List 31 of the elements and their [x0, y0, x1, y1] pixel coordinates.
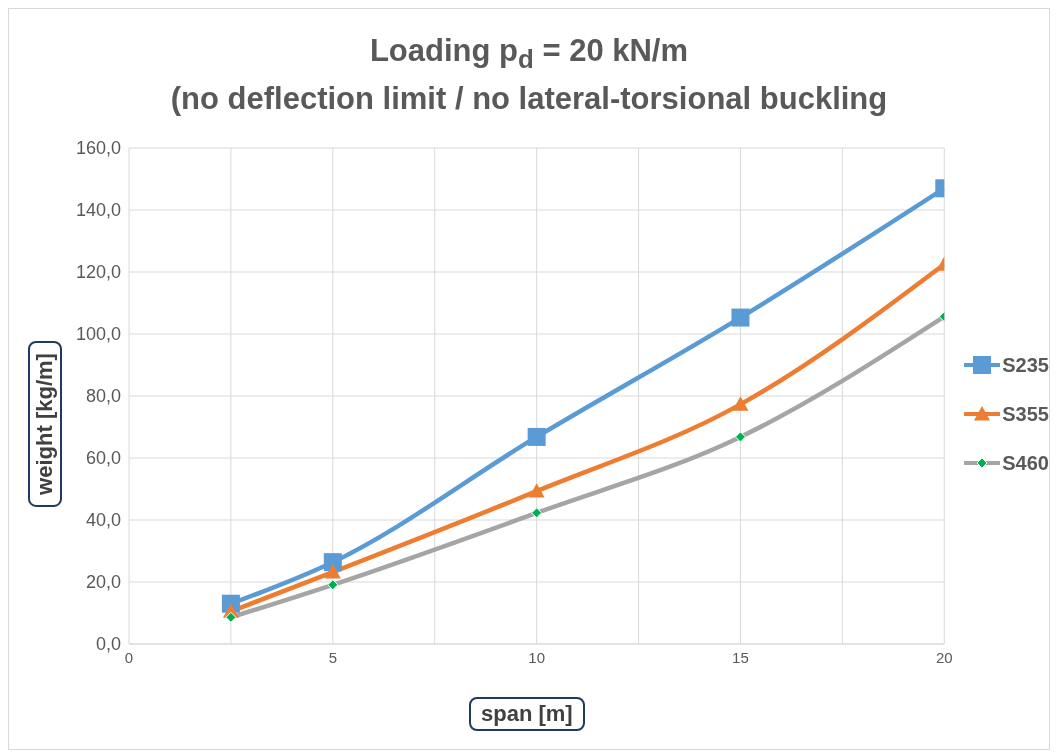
x-tick-label: 20 [935, 648, 953, 666]
y-tick-label: 60,0 [85, 448, 121, 469]
legend-label: S235 [1002, 353, 1049, 377]
point [734, 431, 746, 443]
point [323, 553, 342, 572]
point [527, 427, 546, 446]
point [731, 308, 750, 327]
y-axis-title: weight [kg/m] [28, 341, 62, 507]
x-tick-label: 15 [732, 648, 749, 666]
x-tick-label: 0 [124, 648, 134, 666]
y-tick-label: 120,0 [75, 262, 121, 283]
chart-subtitle: (no deflection limit / no lateral-torsional buckling [169, 80, 889, 119]
point [732, 396, 749, 411]
x-tick-label: 5 [328, 648, 337, 666]
y-tick-label: 40,0 [85, 510, 121, 531]
y-tick-label: 0,0 [95, 634, 121, 655]
point [225, 611, 237, 623]
point [327, 579, 339, 591]
y-tick-label: 20,0 [85, 572, 121, 593]
y-tick-label: 140,0 [75, 200, 121, 221]
y-tick-label: 100,0 [75, 324, 121, 345]
legend-label: S460 [1002, 451, 1049, 475]
chart-title: Loading p$_{d}$ = 20 kN/m [368, 32, 690, 76]
x-tick-label: 10 [528, 648, 545, 666]
legend-label: S355 [1002, 402, 1049, 426]
x-axis-title: span [m] [469, 697, 585, 731]
point [324, 564, 341, 579]
point [528, 483, 545, 498]
y-tick-label: 80,0 [85, 386, 121, 407]
y-tick-label: 160,0 [75, 138, 121, 159]
point [531, 507, 543, 519]
